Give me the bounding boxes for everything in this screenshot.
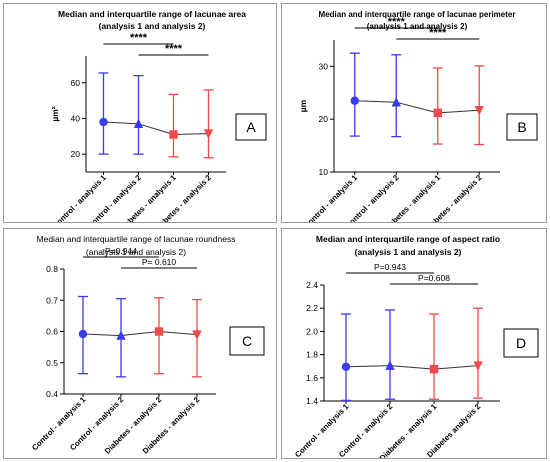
- y-axis-label: µm: [298, 99, 308, 112]
- x-category-label: Diabetes - analysis 2: [152, 173, 213, 222]
- panel-d: Median and interquartile range of aspect…: [281, 228, 547, 459]
- chart-title-line: (analysis 1 and analysis 2): [355, 247, 462, 257]
- median-marker: [433, 108, 442, 118]
- median-marker: [154, 327, 164, 336]
- comparison-label: P=0.943: [374, 262, 406, 272]
- panel-letter-box: [506, 113, 538, 141]
- y-tick-label: 0.7: [46, 295, 58, 305]
- x-category-label: Control - analysis 1: [302, 173, 360, 222]
- chart-title-line: (analysis 1 and analysis 2): [99, 21, 206, 31]
- comparison-label: P= 0.610: [142, 257, 177, 267]
- median-marker: [192, 330, 202, 340]
- chart-title-line: Median and interquartile range of aspect…: [316, 234, 500, 244]
- panel-letter: D: [516, 335, 526, 351]
- y-tick-label: 0.8: [46, 264, 58, 274]
- chart-title-line: (analysis 1 and analysis 2): [367, 22, 468, 31]
- median-marker: [169, 130, 178, 139]
- median-connector-line: [354, 100, 480, 114]
- y-tick-label: 30: [319, 61, 329, 71]
- chart-title-line: Median and interquartile range of lacuna…: [37, 234, 236, 244]
- y-tick-label: 20: [71, 149, 81, 159]
- median-marker: [133, 118, 144, 129]
- chart-title-line: (analysis 1 and analysis 2): [86, 247, 186, 257]
- y-tick-label: 1.6: [306, 373, 318, 383]
- y-tick-label: 2.0: [306, 326, 318, 336]
- panel-letter-box: [235, 113, 267, 141]
- median-marker: [385, 360, 395, 370]
- y-tick-label: 2.2: [306, 303, 318, 313]
- median-connector-line: [345, 365, 479, 370]
- y-tick-label: 10: [319, 167, 329, 177]
- chart-title-line: Median and interquartile range of lacuna…: [58, 9, 246, 19]
- median-marker: [474, 106, 484, 116]
- y-tick-label: 1.8: [306, 350, 318, 360]
- median-marker: [203, 129, 214, 139]
- y-tick-label: 2.4: [306, 280, 318, 290]
- y-tick-label: 0.5: [46, 358, 58, 368]
- comparison-label: ****: [388, 16, 406, 28]
- chart-c: Median and interquartile range of lacuna…: [30, 234, 265, 456]
- chart-a: Median and interquartile range of lacuna…: [50, 9, 267, 222]
- panel-letter-box: [229, 326, 265, 356]
- median-marker: [78, 329, 88, 339]
- panel-letter: A: [246, 119, 256, 135]
- y-tick-label: 0.6: [46, 327, 58, 337]
- y-tick-label: 0.4: [46, 389, 58, 399]
- median-marker: [341, 362, 351, 371]
- median-marker: [473, 361, 483, 371]
- y-tick-label: 20: [319, 114, 329, 124]
- y-tick-label: 40: [71, 113, 81, 123]
- median-marker: [429, 364, 439, 374]
- panel-letter-box: [503, 328, 539, 358]
- comparison-label: P=0.608: [418, 273, 450, 283]
- median-marker: [391, 97, 401, 107]
- chart-b: Median and interquartile range of lacuna…: [298, 10, 538, 222]
- median-marker: [350, 96, 359, 105]
- comparison-label: ****: [429, 27, 447, 39]
- panel-letter: C: [242, 333, 252, 349]
- comparison-label: ****: [130, 32, 148, 44]
- comparison-label: P=0.944: [105, 246, 137, 256]
- chart-d: Median and interquartile range of aspect…: [293, 234, 539, 458]
- comparison-label: ****: [165, 43, 183, 55]
- median-marker: [99, 117, 108, 127]
- panel-a: Median and interquartile range of lacuna…: [3, 3, 277, 223]
- median-connector-line: [103, 121, 209, 136]
- chart-title-line: Median and interquartile range of lacuna…: [319, 10, 516, 19]
- median-connector-line: [82, 330, 198, 337]
- y-axis-label: µm²: [50, 106, 60, 121]
- y-tick-label: 60: [71, 78, 81, 88]
- panel-c: Median and interquartile range of lacuna…: [3, 228, 277, 459]
- panel-b: Median and interquartile range of lacuna…: [281, 3, 547, 223]
- panel-letter: B: [517, 119, 526, 135]
- y-tick-label: 1.4: [306, 396, 318, 406]
- median-marker: [116, 330, 126, 340]
